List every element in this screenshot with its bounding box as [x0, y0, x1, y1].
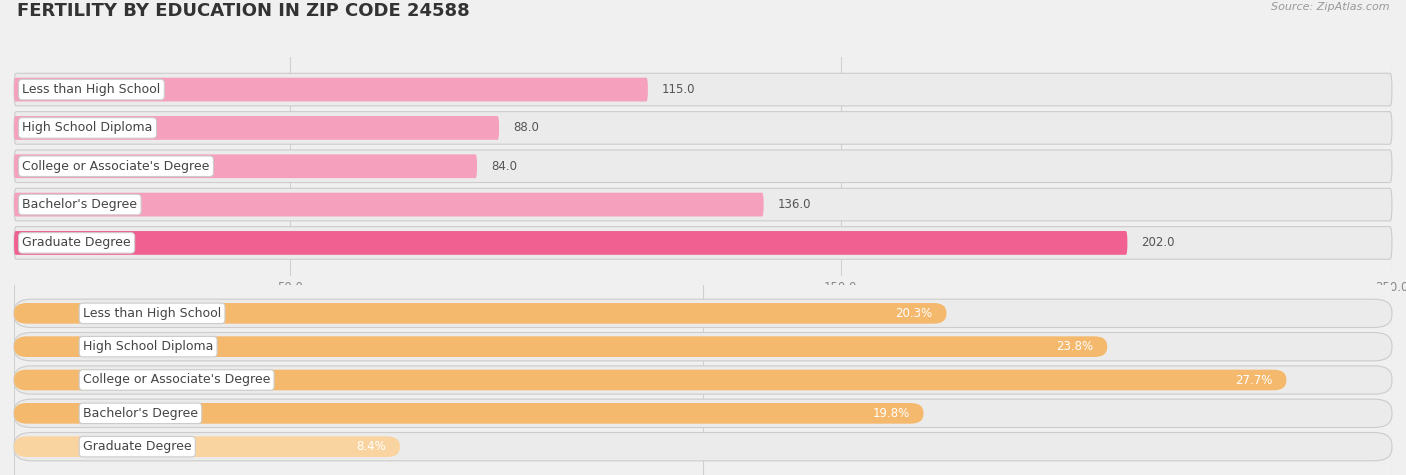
FancyBboxPatch shape: [14, 154, 477, 178]
FancyBboxPatch shape: [14, 78, 648, 102]
Text: College or Associate's Degree: College or Associate's Degree: [83, 373, 270, 387]
FancyBboxPatch shape: [14, 433, 1392, 461]
Text: 88.0: 88.0: [513, 122, 538, 134]
Text: 27.7%: 27.7%: [1234, 373, 1272, 387]
Text: High School Diploma: High School Diploma: [22, 122, 153, 134]
FancyBboxPatch shape: [14, 399, 1392, 428]
Text: High School Diploma: High School Diploma: [83, 340, 214, 353]
Text: Source: ZipAtlas.com: Source: ZipAtlas.com: [1271, 2, 1389, 12]
Text: Graduate Degree: Graduate Degree: [83, 440, 191, 453]
FancyBboxPatch shape: [14, 336, 1107, 357]
FancyBboxPatch shape: [14, 299, 1392, 327]
Text: Graduate Degree: Graduate Degree: [22, 237, 131, 249]
FancyBboxPatch shape: [14, 73, 1392, 106]
Text: 136.0: 136.0: [778, 198, 811, 211]
Text: 115.0: 115.0: [662, 83, 695, 96]
Text: 23.8%: 23.8%: [1056, 340, 1094, 353]
FancyBboxPatch shape: [14, 188, 1392, 221]
FancyBboxPatch shape: [14, 116, 499, 140]
FancyBboxPatch shape: [14, 150, 1392, 182]
Text: 20.3%: 20.3%: [896, 307, 932, 320]
FancyBboxPatch shape: [14, 303, 946, 323]
Text: Less than High School: Less than High School: [83, 307, 221, 320]
FancyBboxPatch shape: [14, 112, 1392, 144]
FancyBboxPatch shape: [14, 332, 1392, 361]
Text: 19.8%: 19.8%: [873, 407, 910, 420]
Text: 202.0: 202.0: [1142, 237, 1174, 249]
FancyBboxPatch shape: [14, 437, 399, 457]
FancyBboxPatch shape: [14, 193, 763, 217]
FancyBboxPatch shape: [14, 366, 1392, 394]
Text: 84.0: 84.0: [491, 160, 517, 173]
Text: 8.4%: 8.4%: [356, 440, 387, 453]
FancyBboxPatch shape: [14, 227, 1392, 259]
Text: FERTILITY BY EDUCATION IN ZIP CODE 24588: FERTILITY BY EDUCATION IN ZIP CODE 24588: [17, 2, 470, 20]
FancyBboxPatch shape: [14, 403, 924, 424]
Text: Bachelor's Degree: Bachelor's Degree: [83, 407, 198, 420]
Text: Bachelor's Degree: Bachelor's Degree: [22, 198, 138, 211]
Text: Less than High School: Less than High School: [22, 83, 160, 96]
Text: College or Associate's Degree: College or Associate's Degree: [22, 160, 209, 173]
FancyBboxPatch shape: [14, 370, 1286, 390]
FancyBboxPatch shape: [14, 231, 1128, 255]
